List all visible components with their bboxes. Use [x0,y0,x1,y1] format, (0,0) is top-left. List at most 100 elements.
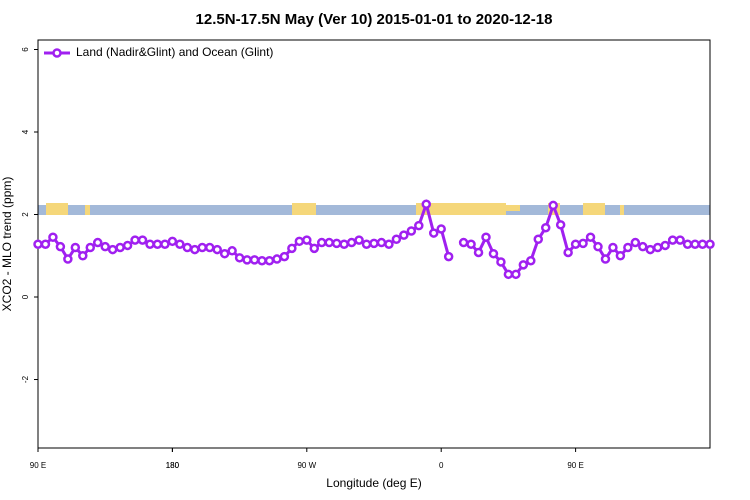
y-tick-label: 4 [21,129,30,134]
data-point [55,241,66,252]
data-point [152,239,163,249]
data-point [458,237,469,248]
data-point [638,241,648,252]
data-point [331,238,342,249]
data-point [481,232,491,242]
x-tick-label: 90 E [567,461,583,470]
data-point [115,242,125,253]
data-point [302,235,312,245]
data-point [697,239,708,249]
x-tick-label: 90 E [30,461,46,470]
data-point [496,257,506,267]
data-point [570,239,581,249]
data-point [428,228,439,238]
data-point [660,240,670,251]
y-tick-label: 0 [21,294,30,299]
data-point [548,200,558,211]
data-point [197,242,208,253]
data-point [242,255,252,265]
data-point [526,255,536,266]
x-tick-label: 180 [166,461,180,470]
data-point [175,239,185,249]
data-point [122,240,133,251]
data-point [652,242,663,253]
data-point [167,236,178,247]
chart-title: 12.5N-17.5N May (Ver 10) 2015-01-01 to 2… [196,11,553,28]
data-point [204,242,215,253]
map-strip [38,203,710,215]
data-point [540,222,551,233]
y-tick-label: -2 [21,375,30,383]
data-point [182,242,193,253]
data-point [578,238,588,249]
data-point [249,255,260,265]
data-point [346,237,357,248]
data-point [63,254,73,264]
data-point [48,232,58,242]
data-point [630,237,641,248]
data-point [294,236,305,247]
data-point [257,255,267,266]
data-point [555,220,566,230]
x-tick-label: 0 [439,461,444,470]
data-point [160,239,170,249]
data-point [533,234,544,245]
data-point [608,242,618,253]
data-point [264,255,275,266]
data-point [361,239,372,249]
data-point [399,230,409,240]
data-point [585,232,596,242]
x-axis-label: Longitude (deg E) [326,476,421,490]
x-tick-label: 90 W [297,461,316,470]
data-point [682,239,693,249]
data-point [518,260,529,270]
data-point [130,235,140,245]
y-tick-label: 6 [21,47,30,52]
data-point [645,244,656,255]
data-point [33,239,43,249]
data-point [70,242,81,253]
data-point [511,269,521,280]
data-point [466,239,476,249]
data-point [234,253,245,263]
legend-marker [52,48,62,58]
y-axis-label: XCO2 - MLO trend (ppm) [0,177,14,312]
data-point [667,235,678,245]
data-point [615,251,626,261]
data-point [406,226,417,236]
data-point [309,243,320,254]
data-point [100,241,110,252]
data-point [107,244,118,255]
data-point [40,239,51,249]
data-point [563,247,573,258]
data-point [593,241,603,252]
data-point [369,238,379,249]
data-point [272,254,282,264]
data-point [376,237,387,248]
data-point [324,237,334,248]
data-point [675,235,685,245]
y-tick-label: 2 [21,212,30,217]
data-point [219,248,230,259]
data-point [473,247,484,258]
data-point [503,269,514,280]
data-point [316,237,327,248]
data-point [287,243,297,254]
legend-label: Land (Nadir&Glint) and Ocean (Glint) [76,45,273,59]
data-point [384,239,394,249]
data-point [190,244,200,255]
data-point [78,251,88,261]
data-point [85,242,96,253]
data-point [690,239,700,249]
data-point [600,254,611,264]
data-point [92,237,103,248]
x-tick-label: 180 [166,461,180,470]
data-point [436,224,446,234]
data-point [391,234,402,245]
data-point [137,235,148,245]
data-point [145,239,155,249]
data-point [488,248,499,259]
data-point [443,251,454,262]
data-point [212,244,222,255]
